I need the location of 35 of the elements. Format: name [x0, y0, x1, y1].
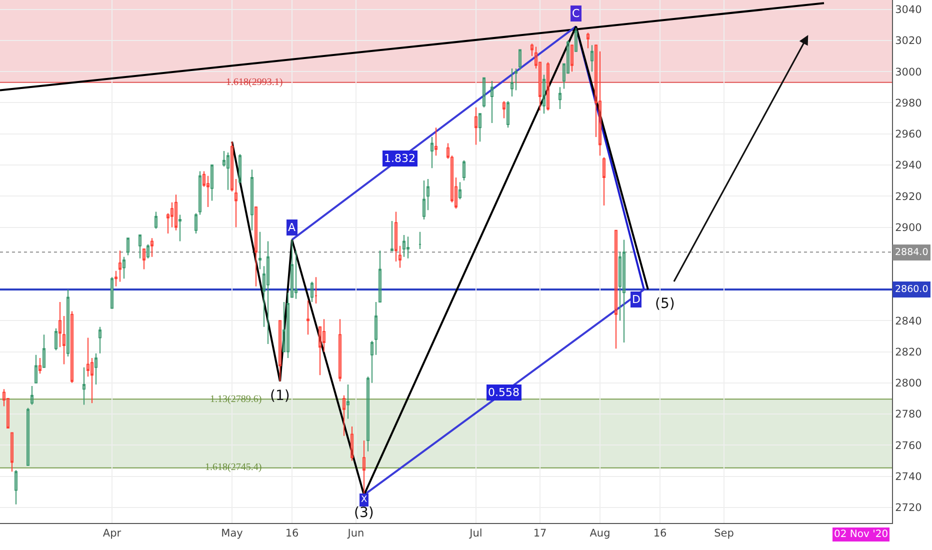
x-tick-label: Jul: [468, 528, 482, 540]
annotation: C: [572, 7, 580, 20]
annotation: 1.832: [384, 152, 416, 165]
y-tick-label: 2720: [895, 502, 922, 514]
text: 02 Nov '20: [834, 529, 888, 540]
y-tick-label: 2800: [895, 378, 922, 390]
annotation: 0.558: [488, 386, 520, 399]
ref-line-label: 2884.0: [895, 247, 928, 258]
y-tick-label: 2940: [895, 160, 922, 172]
y-tick-label: 2900: [895, 222, 922, 234]
y-tick-label: 2920: [895, 190, 922, 203]
annotation: X: [361, 495, 368, 505]
x-tick-label: 17: [533, 528, 547, 540]
y-tick-label: 3000: [895, 66, 922, 78]
x-tick-label: 16: [285, 528, 299, 540]
y-tick-label: 2760: [895, 440, 922, 452]
x-tick-label: Aug: [590, 528, 610, 540]
y-tick-label: 3020: [895, 35, 922, 48]
y-tick-label: 3040: [895, 4, 922, 16]
x-tick-label: Apr: [102, 528, 122, 540]
x-tick-label: 16: [653, 528, 667, 540]
y-tick-label: 2840: [895, 315, 922, 328]
y-tick-label: 2780: [895, 408, 922, 421]
y-tick-label: 2980: [895, 97, 922, 110]
annotation: A: [288, 221, 296, 234]
x-tick-label: Sep: [714, 528, 734, 540]
annotation: (5): [655, 296, 675, 312]
annotation: D: [632, 293, 640, 306]
y-tick-label: 2820: [895, 346, 922, 358]
y-tick-label: 2740: [895, 470, 922, 483]
x-tick-label: May: [221, 528, 243, 540]
ref-line-label: 2860.0: [895, 284, 928, 295]
x-tick-label: Jun: [346, 528, 364, 540]
y-tick-label: 2960: [895, 128, 922, 141]
annotation: (3): [354, 505, 374, 521]
